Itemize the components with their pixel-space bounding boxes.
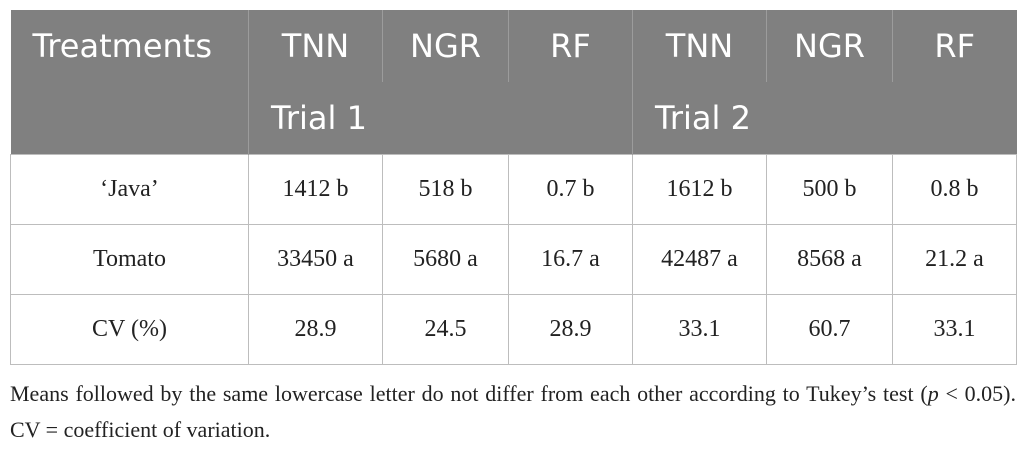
- body-row: Tomato 33450 a 5680 a 16.7 a 42487 a 8568 a 21…: [10, 224, 1017, 295]
- group-header: Trial 2: [632, 82, 1017, 155]
- cell: 0.7 b: [508, 154, 633, 225]
- group-row: Trial 1 Trial 2: [11, 82, 1017, 155]
- cell: 16.7 a: [508, 224, 633, 295]
- column-header: RF: [508, 10, 633, 82]
- cell: 60.7: [766, 294, 893, 365]
- row-label: ‘Java’: [10, 154, 249, 225]
- table-body: ‘Java’ 1412 b 518 b 0.7 b 1612 b 500 b 0.8 b To…: [10, 154, 1017, 365]
- cell: 21.2 a: [892, 224, 1017, 295]
- header-row: Treatments TNN NGR RF TNN NGR RF: [10, 10, 1017, 155]
- column-header: NGR: [382, 10, 509, 82]
- body-row: ‘Java’ 1412 b 518 b 0.7 b 1612 b 500 b 0.8 b: [10, 154, 1017, 225]
- cell: 5680 a: [382, 224, 509, 295]
- cell: 28.9: [248, 294, 383, 365]
- footnote-text: Means followed by the same lowercase let…: [10, 381, 928, 406]
- cell: 0.8 b: [892, 154, 1017, 225]
- table-header: Treatments TNN NGR RF TNN NGR RF Trial 1 Trial 2: [10, 10, 1017, 155]
- cell: 33.1: [892, 294, 1017, 365]
- row-label: CV (%): [10, 294, 249, 365]
- data-table: Treatments TNN NGR RF TNN NGR RF Trial 1 Trial 2…: [10, 10, 1017, 365]
- cell: 33450 a: [248, 224, 383, 295]
- cell: 28.9: [508, 294, 633, 365]
- cell: 24.5: [382, 294, 509, 365]
- cell: 1412 b: [248, 154, 383, 225]
- cell: 33.1: [632, 294, 767, 365]
- column-header: RF: [892, 10, 1017, 82]
- footnote-text: < 0.05). CV = coefficient of variation.: [10, 381, 1016, 442]
- footnote-italic: p: [927, 381, 939, 406]
- column-header: TNN: [632, 10, 767, 82]
- column-header: TNN: [248, 10, 383, 82]
- cell: 42487 a: [632, 224, 767, 295]
- group-header: Trial 1: [248, 82, 633, 155]
- row-label: Tomato: [10, 224, 249, 295]
- footnote: Means followed by the same lowercase let…: [10, 376, 1016, 448]
- row-header-title: Treatments: [10, 10, 249, 155]
- cell: 500 b: [766, 154, 893, 225]
- column-header: NGR: [766, 10, 893, 82]
- body-row: CV (%) 28.9 24.5 28.9 33.1 60.7 33.1: [10, 294, 1017, 365]
- cell: 1612 b: [632, 154, 767, 225]
- cell: 518 b: [382, 154, 509, 225]
- cell: 8568 a: [766, 224, 893, 295]
